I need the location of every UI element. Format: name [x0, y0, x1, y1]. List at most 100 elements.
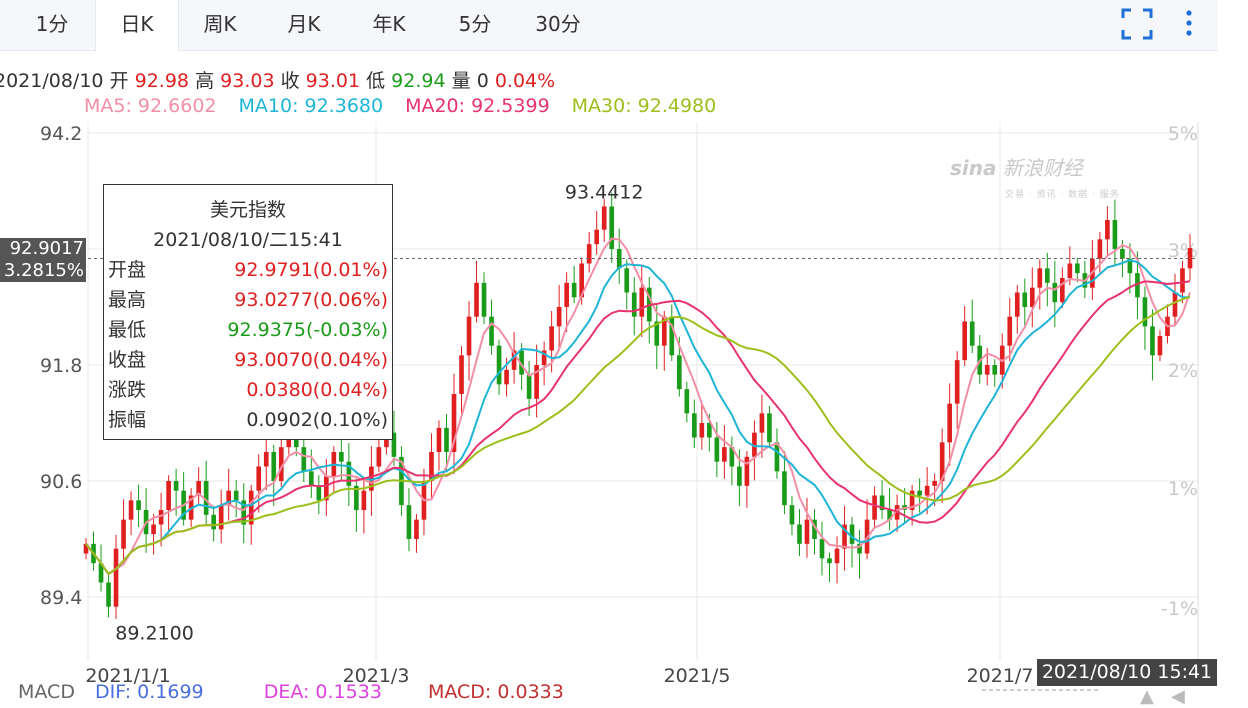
tooltip-row-low: 最低 92.9375(-0.03%): [104, 315, 392, 345]
candle-body: [564, 282, 569, 307]
ma-legend: MA5: 92.6602 MA10: 92.3680 MA20: 92.5399 MA…: [84, 95, 738, 117]
x-tick-label: 2021/7: [967, 665, 1034, 687]
pct-tick-label: 5%: [1168, 123, 1198, 145]
tab-monthly-k[interactable]: 月K: [287, 12, 321, 36]
ma30-line: [85, 295, 1191, 576]
candle-body: [489, 316, 494, 346]
candle-body: [83, 543, 89, 554]
tooltip-label: 收盘: [108, 349, 147, 371]
max-price-annotation: 93.4412: [565, 181, 644, 203]
scroll-left-icon[interactable]: ◀: [1171, 686, 1185, 707]
macd-dif: DIF: 0.1699: [95, 681, 204, 703]
candle-body: [1097, 239, 1103, 259]
candle-body: [346, 461, 352, 486]
candle-body: [248, 490, 254, 525]
candle-body: [759, 413, 765, 433]
candle-body: [684, 389, 690, 414]
candle-body: [737, 466, 742, 486]
info-open-value: 92.98: [134, 70, 190, 92]
candle-body: [526, 374, 532, 399]
candle-body: [707, 423, 712, 438]
candle-body: [211, 514, 217, 530]
candle-body: [1135, 273, 1140, 298]
tooltip-title: 美元指数: [209, 199, 286, 221]
y-tick-label: 90.6: [40, 471, 82, 493]
candle-body: [406, 505, 412, 539]
tooltip-row-amplitude: 振幅 0.0902(0.10%): [104, 405, 392, 435]
fullscreen-icon[interactable]: [1121, 8, 1153, 40]
candle-body: [639, 287, 645, 317]
tooltip-label: 最低: [108, 319, 147, 341]
candle-body: [481, 282, 487, 317]
candle-body: [624, 268, 630, 293]
candle-body: [571, 282, 577, 298]
info-close-label: 收: [280, 70, 300, 92]
candle-body: [504, 369, 509, 385]
tab-weekly-k[interactable]: 周K: [203, 12, 237, 36]
scroll-arrows[interactable]: ▲ ◀: [1140, 686, 1185, 707]
tab-5min[interactable]: 5分: [458, 12, 492, 36]
candle-body: [1127, 258, 1133, 274]
candle-body: [661, 316, 667, 346]
candle-body: [744, 456, 750, 486]
scroll-up-icon[interactable]: ▲: [1140, 686, 1154, 707]
candle-body: [203, 481, 209, 515]
candle-body: [1187, 248, 1193, 269]
candle-body: [714, 437, 720, 462]
x-tick-label: 2021/5: [664, 665, 731, 687]
candle-body: [594, 229, 600, 245]
candle-body: [166, 481, 171, 510]
candle-body: [1022, 292, 1028, 307]
info-low-value: 92.94: [391, 70, 446, 92]
candle-body: [586, 244, 592, 264]
candle-body: [872, 495, 877, 520]
candle-body: [549, 326, 554, 351]
x-tick-label: 2021/1/1: [85, 665, 170, 687]
candle-body: [984, 365, 990, 375]
crosshair-time-tag: 2021/08/10 15:41: [1037, 659, 1217, 686]
candle-body: [301, 447, 307, 472]
candle-body: [429, 452, 434, 481]
info-volume-value: 0: [476, 70, 489, 92]
candle-body: [1067, 263, 1073, 278]
pct-tick-label: 2%: [1168, 360, 1198, 382]
candle-body: [804, 519, 810, 544]
info-open-label: 开: [109, 70, 129, 92]
tab-30min[interactable]: 30分: [535, 12, 581, 36]
candle-body: [669, 316, 675, 356]
pct-tick-label: -1%: [1161, 598, 1198, 620]
tab-yearly-k[interactable]: 年K: [372, 12, 406, 36]
info-volume-label: 量: [451, 70, 471, 92]
candle-body: [556, 307, 562, 327]
tab-1min[interactable]: 1分: [35, 12, 69, 36]
candle-body: [917, 490, 922, 496]
crosshair-price: 92.9017: [9, 238, 84, 259]
candle-body: [436, 427, 442, 452]
candle-body: [1059, 278, 1065, 303]
candle-body: [819, 539, 825, 559]
candle-body: [631, 292, 637, 317]
more-vert-icon[interactable]: [1173, 8, 1205, 40]
candle-body: [369, 466, 374, 491]
tooltip-value: 93.0070(0.04%): [234, 349, 388, 371]
tooltip-row-high: 最高 93.0277(0.06%): [104, 285, 392, 315]
candle-body: [121, 519, 126, 549]
candle-body: [1180, 268, 1185, 293]
tab-daily-k[interactable]: 日K: [95, 0, 179, 51]
candle-body: [233, 490, 239, 501]
macd-legend: MACD DIF: 0.1699 DEA: 0.1533 MACD: 0.033…: [18, 681, 564, 703]
crosshair-pct: 3.2815%: [3, 260, 84, 281]
candle-body: [1105, 220, 1110, 240]
candle-body: [414, 519, 419, 539]
logo-subtitle: 交易 · 资讯 · 数据 · 服务: [1005, 190, 1120, 200]
candle-body: [601, 206, 607, 230]
candle-body: [256, 466, 262, 491]
candle-body: [691, 413, 697, 438]
candle-body: [354, 485, 359, 510]
info-high-value: 93.03: [220, 70, 275, 92]
candle-body: [1112, 220, 1118, 249]
tooltip-row-change: 涨跌 0.0380(0.04%): [104, 375, 392, 405]
candle-body: [616, 249, 622, 269]
candle-body: [879, 495, 885, 510]
